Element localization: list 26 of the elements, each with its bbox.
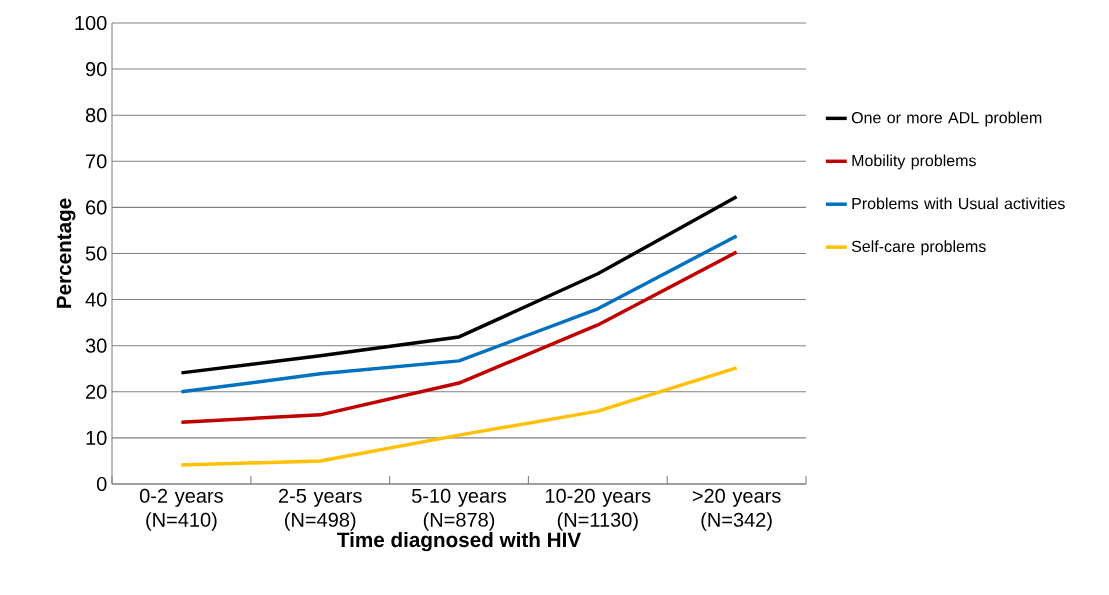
legend-label: Problems with Usual activities — [852, 197, 1065, 210]
y-tick-label: 30 — [85, 338, 107, 353]
legend-label: Mobility problems — [852, 154, 976, 170]
y-tick-label: 50 — [85, 246, 107, 261]
x-tick-label: 2-5 years (N=498) — [278, 488, 362, 531]
y-tick-label: 90 — [86, 62, 107, 77]
y-axis-title: Percentage — [56, 198, 76, 308]
y-tick-label: 70 — [86, 154, 107, 169]
x-tick-label: 10-20 years (N=1130) — [545, 488, 651, 531]
legend-label: One or more ADL problem — [851, 111, 1042, 127]
y-tick-label: 100 — [75, 15, 107, 31]
y-tick-label: 20 — [86, 384, 107, 399]
y-tick-label: 80 — [85, 108, 107, 123]
y-tick-label: 0 — [96, 476, 107, 492]
line-series — [179, 250, 739, 424]
y-tick-label: 60 — [86, 200, 107, 215]
legend-label: Self-care problems — [851, 240, 986, 256]
y-tick-label: 10 — [86, 430, 107, 445]
x-axis-title: Time diagnosed with HIV — [337, 531, 581, 552]
line-series — [179, 234, 739, 394]
line-series — [179, 366, 739, 467]
line-series — [179, 195, 739, 375]
y-tick-label: 40 — [85, 292, 107, 307]
x-tick-label: 0-2 years (N=410) — [139, 488, 223, 531]
x-tick-label: 5-10 years (N=878) — [412, 488, 507, 531]
x-tick-label: >20 years (N=342) — [692, 488, 781, 531]
